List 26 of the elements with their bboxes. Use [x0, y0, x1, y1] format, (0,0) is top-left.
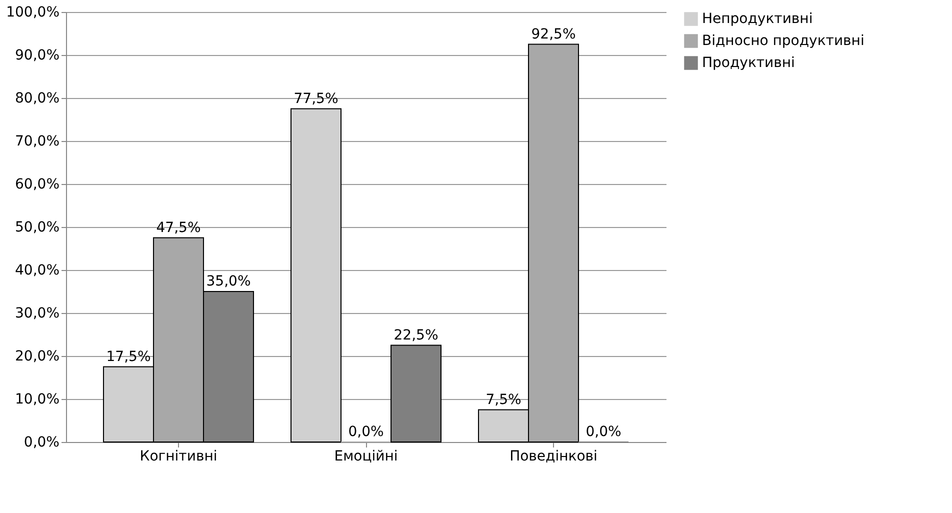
y-tick-label: 10,0% — [15, 392, 60, 408]
legend-label: Непродуктивні — [702, 11, 813, 27]
x-tick-label: Когнітивні — [140, 448, 218, 464]
y-tick-label: 30,0% — [15, 306, 60, 322]
y-tick-label: 70,0% — [15, 134, 60, 150]
data-label: 0,0% — [348, 424, 384, 440]
data-label: 35,0% — [206, 274, 251, 290]
data-label: 7,5% — [486, 392, 522, 408]
legend-label: Відносно продуктивні — [702, 33, 864, 49]
y-tick-label: 50,0% — [15, 220, 60, 236]
data-label: 17,5% — [106, 348, 151, 365]
y-tick-label: 20,0% — [15, 348, 60, 364]
y-tick-label: 100,0% — [6, 4, 60, 20]
x-tick-label: Емоційні — [334, 448, 398, 464]
data-label: 47,5% — [156, 220, 201, 236]
data-label: 92,5% — [531, 26, 576, 42]
data-label: 0,0% — [586, 424, 622, 440]
y-tick-label: 90,0% — [15, 48, 60, 64]
x-tick-label: Поведінкові — [510, 448, 598, 464]
y-tick-label: 60,0% — [15, 176, 60, 192]
data-label: 22,5% — [394, 327, 438, 344]
legend-label: Продуктивні — [702, 55, 795, 71]
y-tick-label: 40,0% — [15, 262, 60, 278]
data-label: 77,5% — [294, 90, 338, 107]
y-tick-label: 80,0% — [15, 90, 60, 106]
y-tick-label: 0,0% — [24, 434, 60, 450]
